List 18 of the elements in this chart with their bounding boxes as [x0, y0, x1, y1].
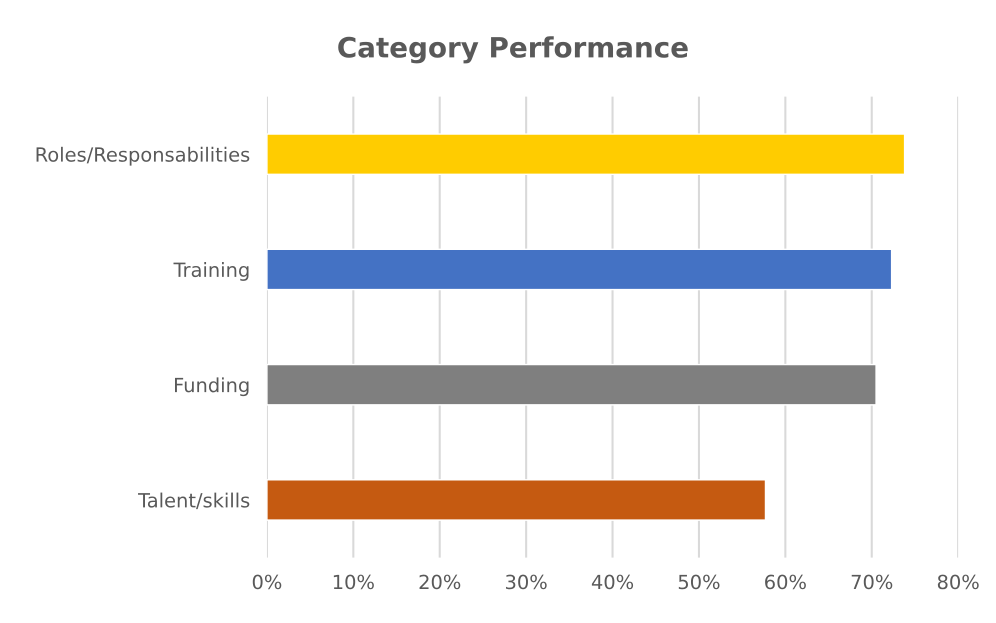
x-tick-label: 70%: [852, 574, 892, 590]
x-tick-label: 20%: [420, 574, 460, 590]
bar: [266, 479, 766, 521]
x-tick-label: 30%: [506, 574, 547, 590]
x-tick-label: 10%: [334, 574, 374, 590]
x-tick-label: 80%: [938, 574, 979, 590]
bar: [266, 248, 892, 290]
y-tick-label: Funding: [174, 377, 248, 396]
y-tick-label: Roles/Responsabilities: [36, 146, 250, 166]
x-tick-label: 60%: [765, 574, 806, 590]
x-tick-label: 0%: [252, 574, 282, 590]
chart-title: Category Performance: [338, 36, 688, 64]
x-tick-label: 40%: [592, 574, 634, 590]
bar: [266, 133, 906, 176]
x-tick-label: 50%: [678, 574, 720, 590]
y-tick-label: Training: [173, 262, 248, 281]
y-tick-label: Talent/skills: [138, 492, 250, 510]
bar: [266, 364, 877, 406]
